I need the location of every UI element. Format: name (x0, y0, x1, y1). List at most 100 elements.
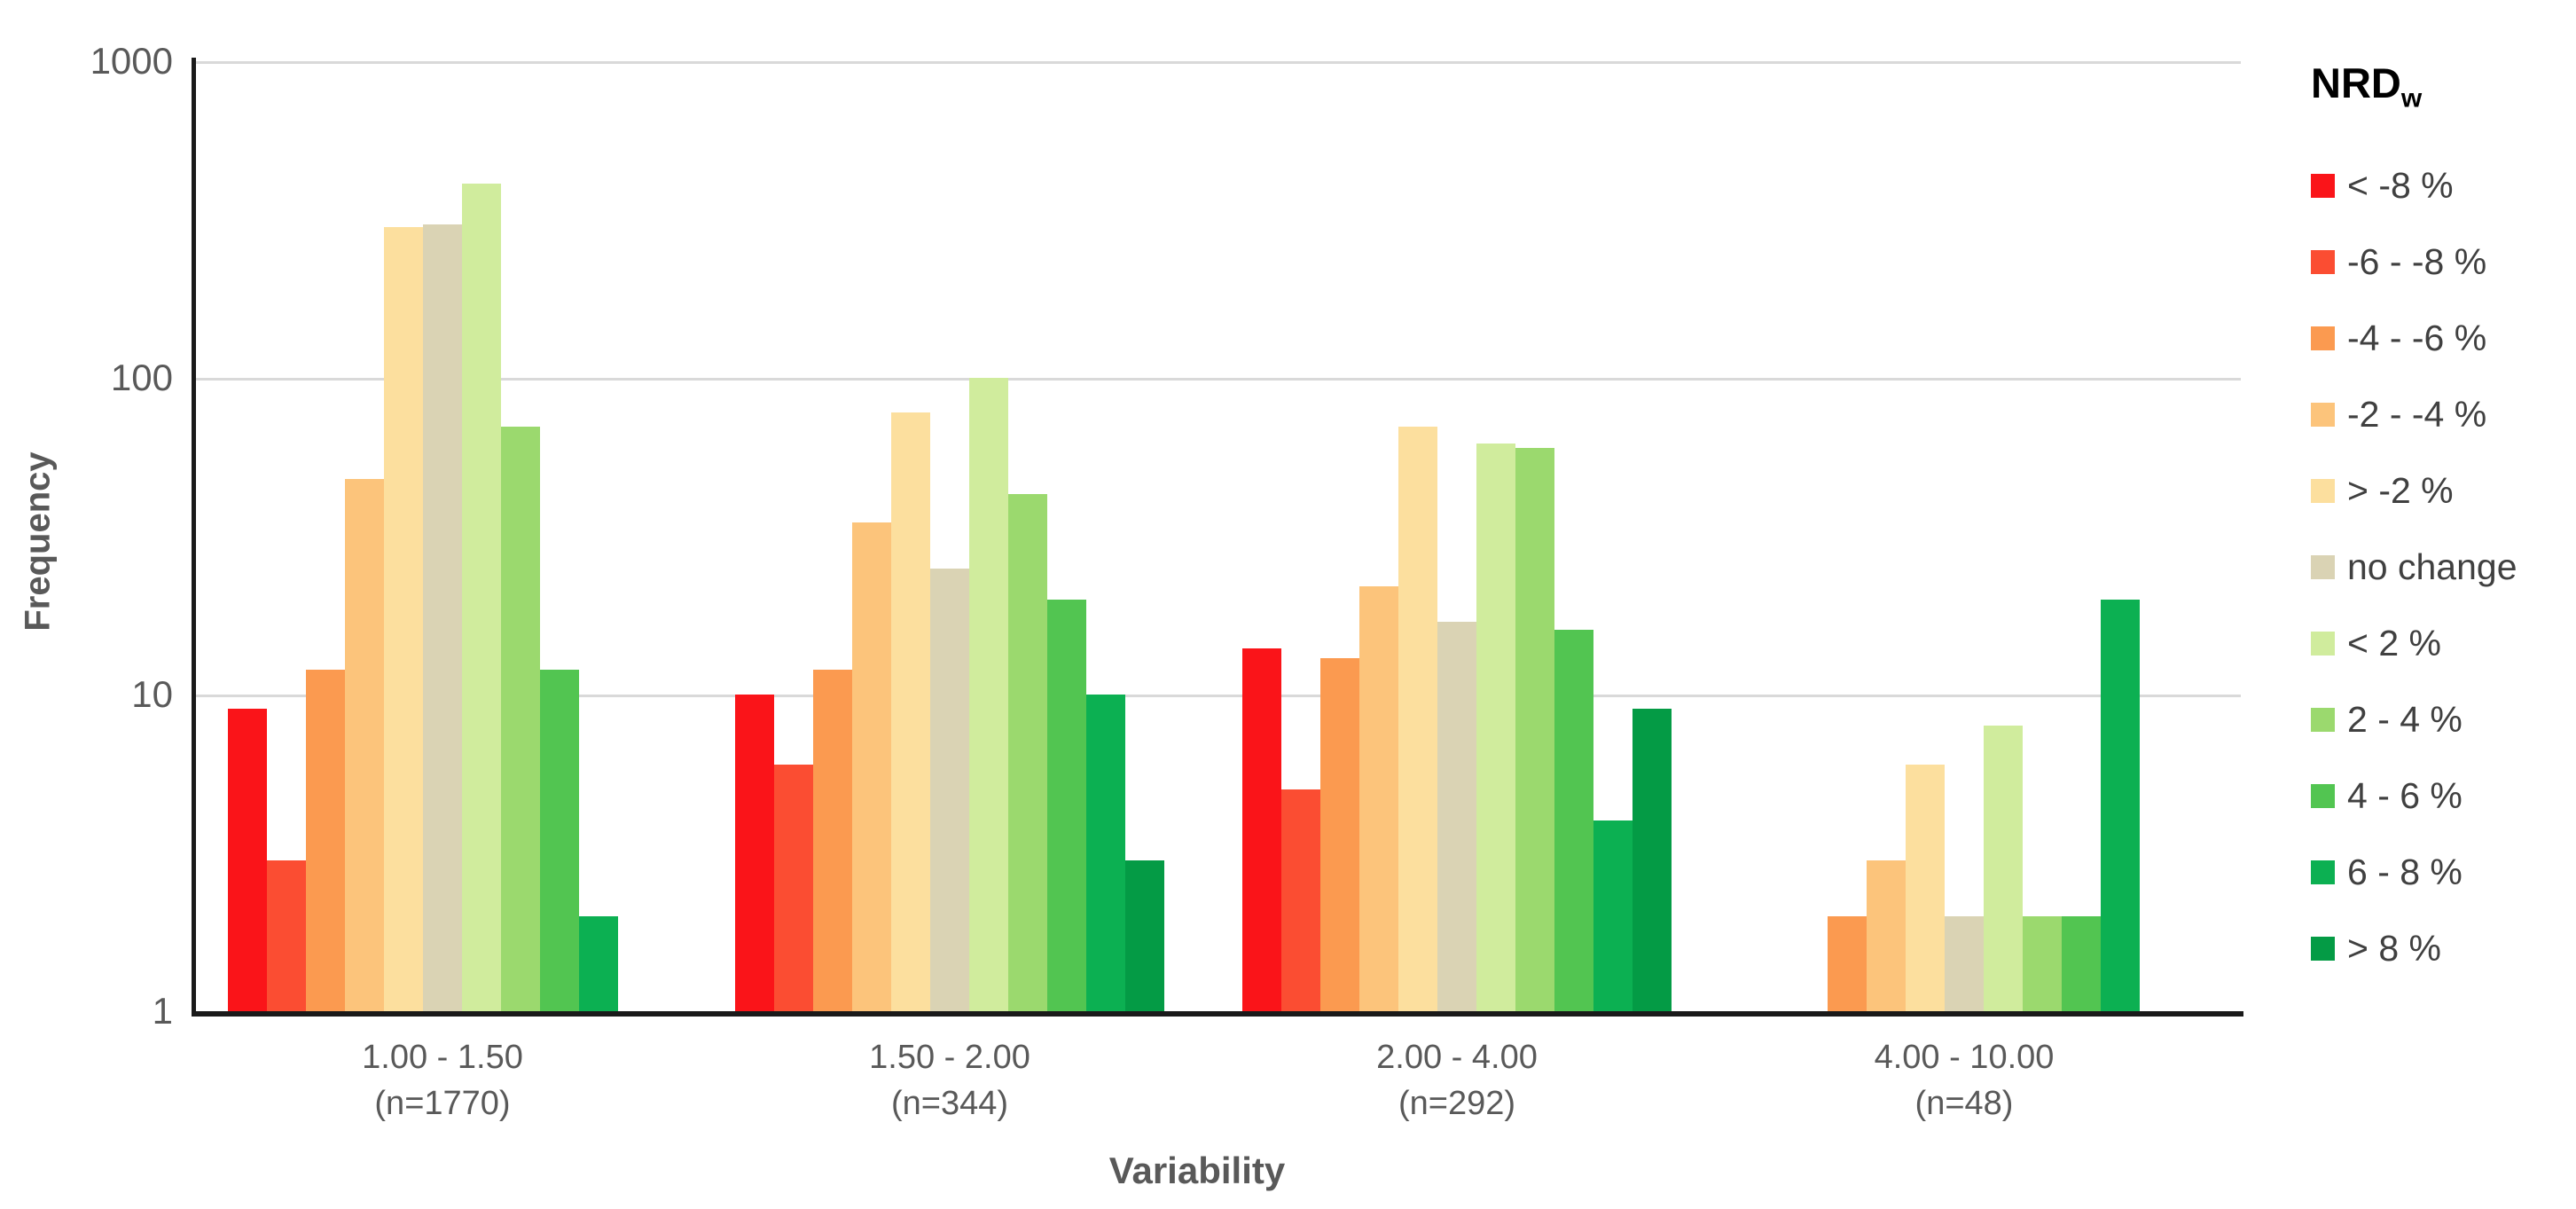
bar (1867, 860, 1906, 1011)
x-tick-range: 2.00 - 4.00 (1376, 1039, 1538, 1076)
legend-swatch-icon (2311, 784, 2335, 809)
bar (579, 916, 618, 1011)
y-tick-label: 1 (152, 990, 173, 1032)
bar (2062, 916, 2101, 1011)
legend-item-label: < -8 % (2347, 165, 2454, 207)
legend-swatch-icon (2311, 708, 2335, 733)
bar (1945, 916, 1984, 1011)
y-axis-line (192, 58, 196, 1016)
bar (2101, 600, 2140, 1011)
bar (1359, 586, 1398, 1011)
bar (1320, 658, 1359, 1011)
bar-group (735, 61, 1164, 1011)
x-tick-range: 1.00 - 1.50 (362, 1039, 523, 1076)
bar (1398, 427, 1437, 1011)
legend-item: -6 - -8 % (2311, 241, 2576, 282)
bar (1086, 695, 1125, 1011)
bar-group (228, 61, 657, 1011)
legend-item-label: < 2 % (2347, 623, 2441, 664)
legend-swatch-icon (2311, 632, 2335, 656)
gridline-y-10 (192, 695, 2241, 697)
bar (501, 427, 540, 1011)
legend-item-label: > 8 % (2347, 928, 2441, 970)
legend-item-label: 6 - 8 % (2347, 852, 2462, 893)
legend-swatch-icon (2311, 860, 2335, 885)
bar (969, 378, 1008, 1011)
bar (228, 709, 267, 1011)
legend-item-label: -2 - -4 % (2347, 394, 2487, 436)
legend-item: -4 - -6 % (2311, 318, 2576, 358)
x-axis-line (192, 1011, 2243, 1017)
legend-title-text: NRD (2311, 59, 2401, 106)
x-tick-label: 4.00 - 10.00 (n=48) (1716, 1034, 2212, 1127)
gridline-y-1000 (192, 61, 2241, 64)
legend-swatch-icon (2311, 174, 2335, 199)
bar (384, 227, 423, 1011)
legend-item-label: -6 - -8 % (2347, 241, 2487, 283)
bar (1828, 916, 1867, 1011)
legend-item: > 8 % (2311, 928, 2576, 969)
bar (930, 569, 969, 1011)
bar (540, 670, 579, 1011)
x-axis-title: Variability (1108, 1150, 1286, 1191)
bar (1633, 709, 1672, 1011)
legend-item: < -8 % (2311, 165, 2576, 206)
x-tick-label: 1.50 - 2.00 (n=344) (701, 1034, 1198, 1127)
bar (423, 224, 462, 1011)
bar (1593, 820, 1633, 1011)
bar (1984, 726, 2023, 1011)
legend-item: 4 - 6 % (2311, 775, 2576, 816)
bar (891, 412, 930, 1011)
bar (1906, 765, 1945, 1011)
x-tick-count: (n=292) (1398, 1085, 1516, 1122)
bar (2023, 916, 2062, 1011)
legend-item: < 2 % (2311, 623, 2576, 663)
legend-swatch-icon (2311, 403, 2335, 428)
bar (1242, 648, 1281, 1011)
legend-title: NRDw (2311, 59, 2576, 114)
gridline-y-100 (192, 378, 2241, 381)
legend: NRDw < -8 % -6 - -8 % -4 - -6 % -2 - -4 % > … (2311, 59, 2576, 1013)
y-tick-label: 10 (131, 673, 173, 715)
x-tick-count: (n=1770) (374, 1085, 511, 1122)
legend-item: -2 - -4 % (2311, 394, 2576, 435)
legend-item-label: -4 - -6 % (2347, 318, 2487, 359)
legend-item: 6 - 8 % (2311, 852, 2576, 892)
legend-item-label: 4 - 6 % (2347, 775, 2462, 817)
bar (306, 670, 345, 1011)
x-tick-count: (n=48) (1914, 1085, 2014, 1122)
legend-item-label: 2 - 4 % (2347, 699, 2462, 741)
x-tick-range: 4.00 - 10.00 (1874, 1039, 2055, 1076)
x-tick-label: 2.00 - 4.00 (n=292) (1209, 1034, 1705, 1127)
legend-swatch-icon (2311, 326, 2335, 351)
legend-item-label: no change (2347, 546, 2517, 588)
bar (1008, 494, 1047, 1011)
x-tick-range: 1.50 - 2.00 (869, 1039, 1030, 1076)
bar (735, 695, 774, 1011)
bar (267, 860, 306, 1011)
bar (1437, 622, 1476, 1011)
bar (813, 670, 852, 1011)
legend-item: no change (2311, 546, 2576, 587)
y-tick-label: 100 (110, 357, 173, 398)
bar (1515, 448, 1554, 1011)
legend-title-subscript: w (2400, 83, 2423, 114)
x-tick-label: 1.00 - 1.50 (n=1770) (194, 1034, 691, 1127)
legend-swatch-icon (2311, 937, 2335, 962)
legend-swatch-icon (2311, 479, 2335, 504)
bar (1047, 600, 1086, 1011)
legend-item: 2 - 4 % (2311, 699, 2576, 740)
bar (1476, 444, 1515, 1011)
x-tick-count: (n=344) (890, 1085, 1009, 1122)
legend-swatch-icon (2311, 555, 2335, 580)
legend-items: < -8 % -6 - -8 % -4 - -6 % -2 - -4 % > -2 % n… (2311, 165, 2576, 969)
y-tick-label: 1000 (90, 40, 173, 82)
bar (345, 479, 384, 1011)
legend-item: > -2 % (2311, 470, 2576, 511)
legend-swatch-icon (2311, 250, 2335, 275)
legend-item-label: > -2 % (2347, 470, 2454, 512)
bar-group (1242, 61, 1672, 1011)
bar (462, 184, 501, 1011)
bar (1281, 789, 1320, 1011)
